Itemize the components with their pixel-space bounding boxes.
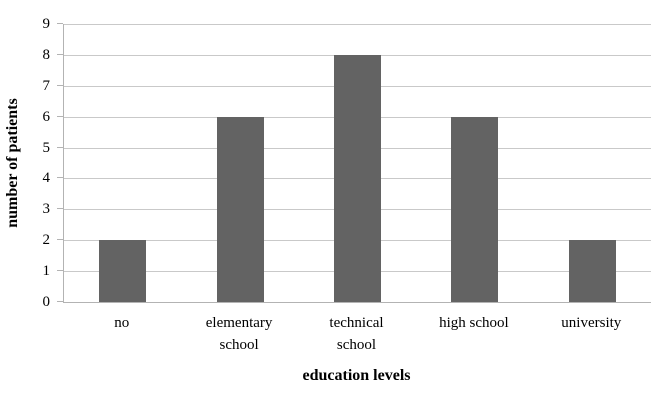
y-tick-label-8: 8 (42, 46, 51, 63)
y-tick-8 (57, 53, 63, 55)
y-tick-9 (57, 23, 63, 24)
gridline-9 (64, 24, 651, 25)
x-tick-label-technical-school: technical school (329, 315, 384, 353)
x-tick-label-high-school: high school (439, 315, 509, 331)
y-tick-label-1: 1 (42, 263, 51, 280)
bar-high-school (451, 116, 499, 302)
y-axis-title: number of patients (4, 98, 21, 228)
bar-technical-school (334, 54, 381, 302)
y-tick-label-4: 4 (42, 170, 51, 187)
y-tick-2 (57, 239, 63, 241)
y-tick-7 (57, 84, 63, 86)
x-tick-label-no: no (114, 315, 130, 331)
y-tick-label-2: 2 (42, 232, 51, 249)
plot-area (63, 24, 651, 303)
y-tick-0 (57, 301, 63, 302)
y-tick-label-0: 0 (42, 294, 51, 310)
x-tick-label-elementary-school: elementary school (205, 315, 273, 353)
x-tick-label-university: university (561, 315, 622, 331)
bar-no (99, 240, 147, 302)
y-tick-label-7: 7 (42, 77, 51, 94)
y-tick-label-9: 9 (42, 16, 51, 32)
y-tick-1 (57, 270, 63, 272)
y-tick-label-6: 6 (42, 108, 51, 125)
y-tick-3 (57, 208, 63, 210)
x-axis-title: education levels (302, 367, 411, 384)
bar-elementary-school (216, 116, 264, 302)
y-tick-4 (57, 177, 63, 179)
y-tick-label-5: 5 (42, 139, 51, 156)
y-tick-6 (57, 115, 63, 117)
y-tick-5 (57, 146, 63, 148)
bar-university (568, 240, 616, 302)
y-tick-label-3: 3 (42, 201, 51, 218)
